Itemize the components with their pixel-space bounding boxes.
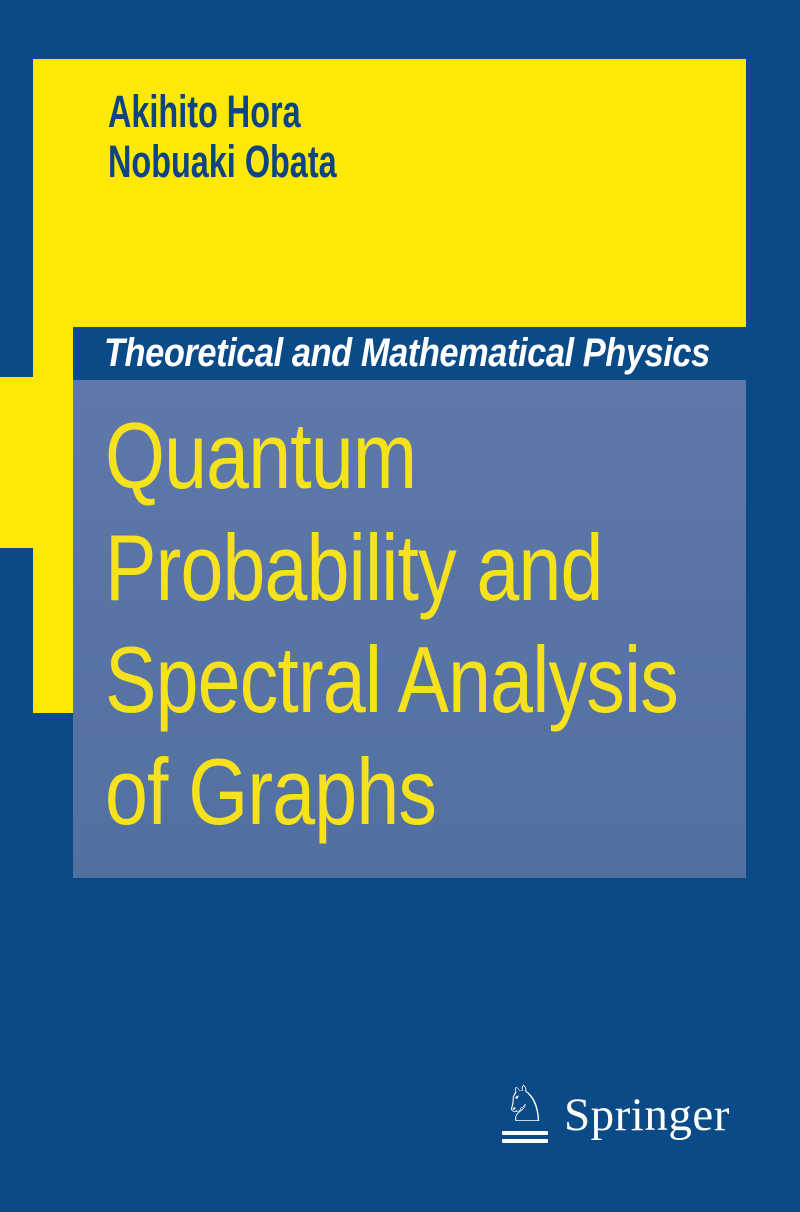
title-panel: Quantum Probability and Spectral Analysi… (73, 380, 746, 878)
logo-baseline-bar (502, 1131, 548, 1135)
author-name: Akihito Hora (108, 86, 301, 137)
logo-underline-bar (502, 1139, 548, 1143)
author-block: Akihito Hora Nobuaki Obata (108, 87, 426, 187)
yellow-left-notch (0, 377, 33, 548)
yellow-left-column (33, 327, 73, 713)
springer-logo-mark: ♘ (498, 1078, 552, 1143)
book-title-line: of Graphs (105, 739, 437, 844)
publisher-logo: ♘ Springer (498, 1078, 730, 1143)
series-band: Theoretical and Mathematical Physics (73, 327, 746, 380)
springer-horse-icon: ♘ (502, 1075, 548, 1133)
series-title: Theoretical and Mathematical Physics (103, 331, 710, 375)
author-name: Nobuaki Obata (108, 136, 337, 187)
publisher-name: Springer (564, 1089, 730, 1141)
book-title-line: Probability and (105, 515, 603, 620)
book-title-line: Quantum (105, 403, 417, 508)
book-title-line: Spectral Analysis (105, 627, 679, 732)
yellow-top-block: Akihito Hora Nobuaki Obata (33, 59, 746, 327)
